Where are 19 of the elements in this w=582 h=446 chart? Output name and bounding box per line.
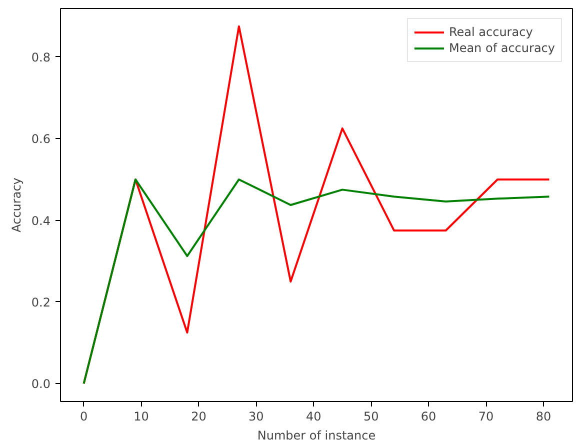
line-series: [82, 178, 550, 385]
y-tick-label: 0.6: [31, 132, 51, 146]
x-axis-title: Number of instance: [257, 428, 376, 442]
y-axis-title: Accuracy: [9, 178, 24, 232]
x-tick-label: 20: [191, 410, 206, 424]
y-tick-label: 0.2: [31, 295, 51, 310]
x-tick-label: 30: [248, 410, 264, 424]
y-tick-label: 0.8: [31, 50, 51, 64]
x-tick-label: 80: [536, 410, 552, 424]
x-tick-label: 60: [420, 410, 436, 424]
legend-label: Mean of accuracy: [448, 41, 555, 55]
x-tick-label: 10: [134, 410, 149, 424]
legend-label: Real accuracy: [448, 25, 533, 39]
y-tick-label: 0.0: [31, 377, 51, 392]
x-tick-label: 70: [478, 410, 494, 424]
x-tick-label: 50: [363, 410, 379, 424]
y-tick-label: 0.4: [31, 214, 51, 228]
x-tick-label: 40: [306, 410, 322, 424]
x-tick-label: 0: [80, 410, 88, 424]
